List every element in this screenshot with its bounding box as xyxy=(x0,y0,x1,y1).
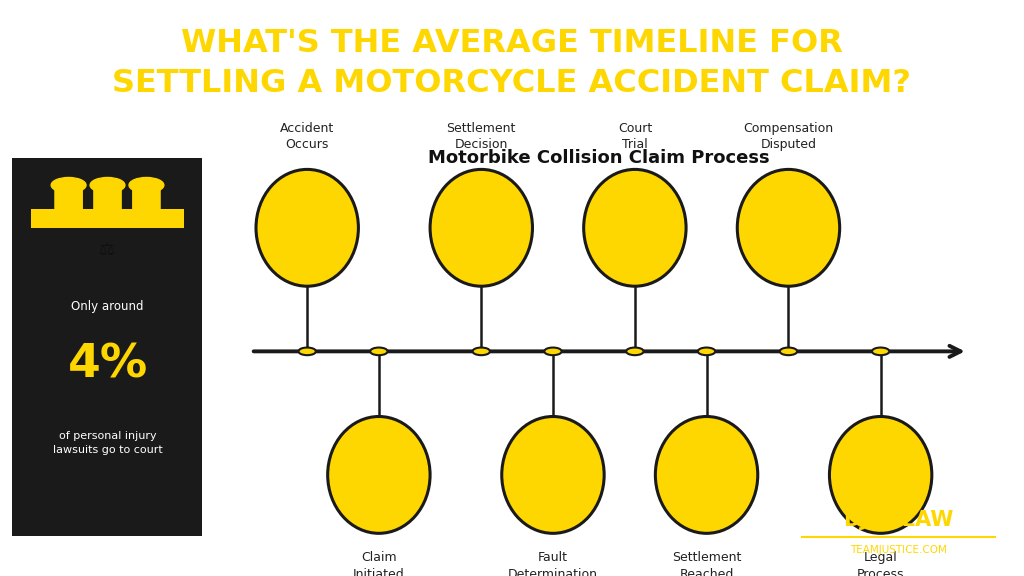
Circle shape xyxy=(51,177,86,193)
Text: DJC★LAW: DJC★LAW xyxy=(844,510,953,529)
Ellipse shape xyxy=(829,416,932,533)
Circle shape xyxy=(780,347,797,355)
FancyBboxPatch shape xyxy=(93,184,122,211)
Ellipse shape xyxy=(584,169,686,286)
FancyBboxPatch shape xyxy=(54,184,83,211)
FancyBboxPatch shape xyxy=(12,158,202,536)
Text: Only around: Only around xyxy=(72,300,143,313)
Text: Claim
Initiated: Claim Initiated xyxy=(353,551,404,576)
Circle shape xyxy=(371,347,387,355)
Text: Fault
Determination: Fault Determination xyxy=(508,551,598,576)
Ellipse shape xyxy=(328,416,430,533)
Text: Accident
Occurs: Accident Occurs xyxy=(281,122,334,151)
Text: of personal injury
lawsuits go to court: of personal injury lawsuits go to court xyxy=(52,431,163,456)
Text: Legal
Process: Legal Process xyxy=(857,551,904,576)
Text: Court
Trial: Court Trial xyxy=(617,122,652,151)
Circle shape xyxy=(545,347,561,355)
Ellipse shape xyxy=(655,416,758,533)
Circle shape xyxy=(129,177,164,193)
FancyBboxPatch shape xyxy=(132,184,161,211)
Text: WHAT'S THE AVERAGE TIMELINE FOR
SETTLING A MOTORCYCLE ACCIDENT CLAIM?: WHAT'S THE AVERAGE TIMELINE FOR SETTLING… xyxy=(113,28,911,98)
Text: Compensation
Disputed: Compensation Disputed xyxy=(743,122,834,151)
Circle shape xyxy=(698,347,715,355)
Text: Settlement
Decision: Settlement Decision xyxy=(446,122,516,151)
Ellipse shape xyxy=(502,416,604,533)
Circle shape xyxy=(90,177,125,193)
Circle shape xyxy=(872,347,889,355)
Text: 4%: 4% xyxy=(68,342,147,387)
Circle shape xyxy=(472,347,489,355)
Text: TEAMJUSTICE.COM: TEAMJUSTICE.COM xyxy=(850,545,947,555)
Ellipse shape xyxy=(430,169,532,286)
Text: ⚖: ⚖ xyxy=(99,241,116,259)
FancyBboxPatch shape xyxy=(31,209,184,228)
Ellipse shape xyxy=(737,169,840,286)
Circle shape xyxy=(627,347,643,355)
Circle shape xyxy=(299,347,315,355)
Text: Motorbike Collision Claim Process: Motorbike Collision Claim Process xyxy=(428,149,770,167)
Text: Settlement
Reached: Settlement Reached xyxy=(672,551,741,576)
Ellipse shape xyxy=(256,169,358,286)
